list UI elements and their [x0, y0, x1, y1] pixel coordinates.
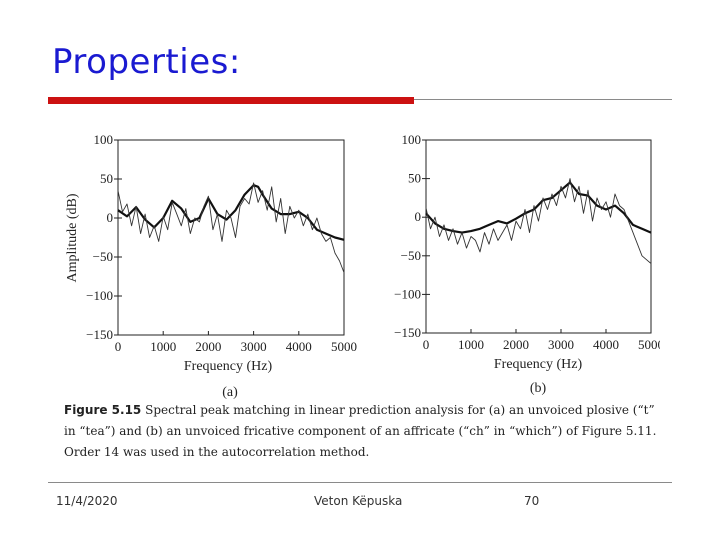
panel-a-ytick-label: −100 [86, 288, 113, 303]
panel-a-ytick-label: 0 [107, 210, 114, 225]
footer-page-number: 70 [524, 494, 540, 508]
panel-b-xtick-label: 1000 [458, 337, 484, 352]
panel-a-xtick-label: 5000 [331, 339, 357, 354]
panel-b-xtick-label: 0 [423, 337, 430, 352]
panel-b-xtick-label: 5000 [638, 337, 660, 352]
panel-b-ytick-label: 100 [402, 132, 422, 147]
panel-b-xtick-label: 2000 [503, 337, 529, 352]
panel-a-frame [117, 139, 345, 336]
panel-b-envelope-line [425, 181, 652, 234]
panel-a-xlabel: Frequency (Hz) [184, 359, 273, 374]
panel-a-xtick-label: 1000 [150, 339, 176, 354]
panel-a-plot [117, 182, 345, 273]
panel-b-ytick-label: −50 [401, 248, 421, 263]
panel-b-ytick-label: 0 [415, 209, 422, 224]
panel-b-ytick-label: −100 [394, 286, 421, 301]
footer-author: Veton Këpuska [314, 494, 403, 508]
panel-a-ytick-label: 100 [94, 132, 114, 147]
footer-date: 11/4/2020 [56, 494, 118, 508]
panel-a-ytick-label: −50 [93, 249, 113, 264]
title-accent-rule [48, 97, 414, 104]
panel-b-ytick-label: −150 [394, 325, 421, 340]
panel-b-label: (b) [530, 381, 547, 396]
panel-b-xtick-label: 4000 [593, 337, 619, 352]
panel-a-xtick-label: 4000 [286, 339, 312, 354]
figure-caption: Figure 5.15 Spectral peak matching in li… [64, 400, 668, 463]
caption-text: Spectral peak matching in linear predict… [64, 403, 657, 459]
panel-b-spectrum-line [425, 178, 652, 264]
panel-b-xtick-label: 3000 [548, 337, 574, 352]
panel-a-ylabel: Amplitude (dB) [65, 193, 80, 282]
panel-a-label: (a) [222, 385, 238, 400]
panel-b-ytick-label: 50 [408, 171, 421, 186]
panel-a-xtick-label: 3000 [241, 339, 267, 354]
panel-a-envelope-line [117, 184, 345, 241]
panel-a-ytick-label: 50 [100, 171, 113, 186]
panel-a-spectrum-line [117, 182, 345, 273]
panel-b-plot [425, 178, 652, 264]
slide-title: Properties: [52, 42, 241, 82]
caption-label: Figure 5.15 [64, 403, 142, 417]
panel-a-xtick-label: 0 [115, 339, 122, 354]
footer-divider [48, 482, 672, 483]
title-divider [414, 99, 672, 100]
panel-a-ytick-label: −150 [86, 327, 113, 342]
panel-a-xtick-label: 2000 [195, 339, 221, 354]
panel-b-xlabel: Frequency (Hz) [494, 357, 583, 372]
panel-b-frame [425, 139, 652, 334]
